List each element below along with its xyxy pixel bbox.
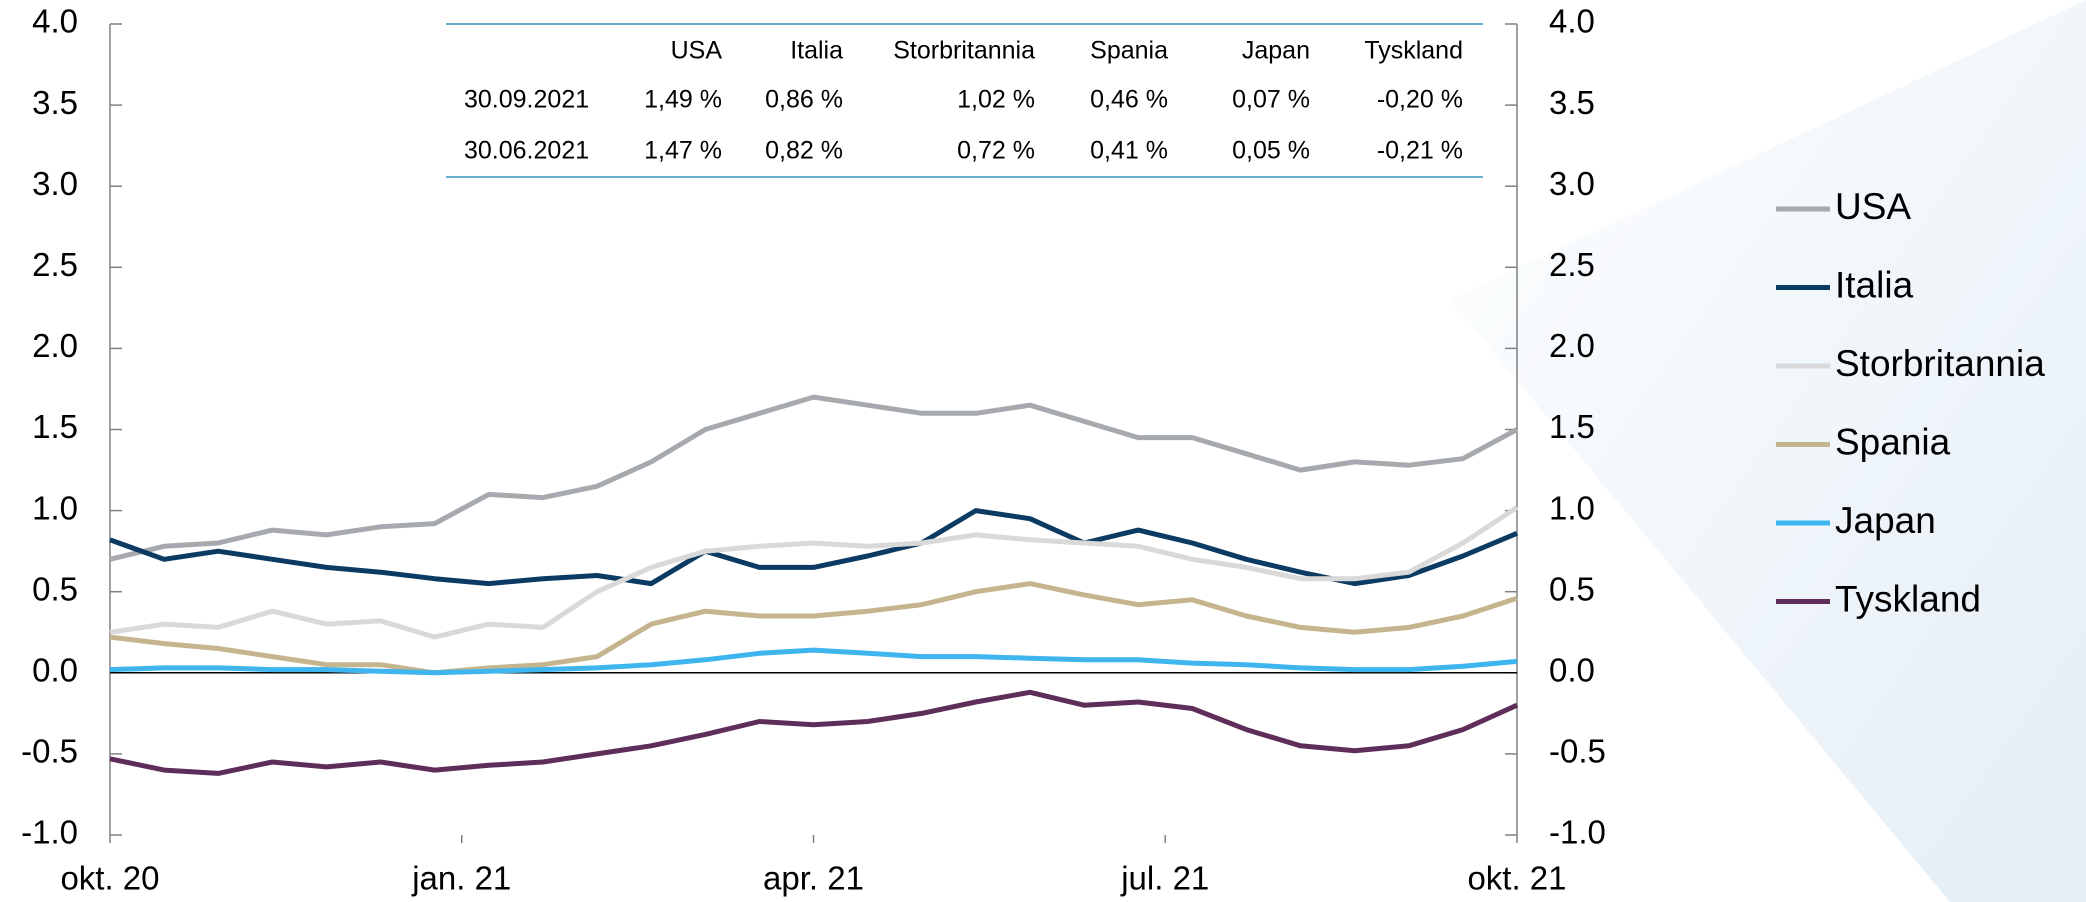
x-tick-label: okt. 21	[1467, 860, 1566, 897]
x-tick-label: apr. 21	[763, 860, 864, 897]
line-1	[109, 508, 1518, 587]
table-header: Spania	[1090, 37, 1168, 65]
table-cell: 1,02 %	[957, 86, 1035, 114]
y2-tick-label: 3.5	[1549, 84, 1595, 121]
table-header: Tyskland	[1364, 37, 1463, 65]
line-5	[109, 689, 1519, 776]
table-cell: 30.06.2021	[464, 137, 589, 165]
y-tick-label: 1.0	[32, 489, 78, 526]
y-tick-label: 3.5	[32, 84, 78, 121]
background-shape	[1450, 0, 2086, 902]
table-cell: 0,41 %	[1090, 137, 1168, 165]
line-2	[109, 505, 1519, 640]
table-header: Storbritannia	[893, 37, 1035, 65]
y-tick-label: 4.0	[32, 3, 78, 40]
y2-tick-label: 1.5	[1549, 408, 1595, 445]
y2-tick-label: -1.0	[1549, 814, 1606, 851]
y2-tick-label: 2.5	[1549, 246, 1595, 283]
y-tick-label: 0.0	[32, 652, 78, 689]
table-cell: 0,72 %	[957, 137, 1035, 165]
x-tick-label: jan. 21	[411, 860, 511, 897]
y2-tick-label: 0.0	[1549, 652, 1595, 689]
legend-label: Tyskland	[1835, 578, 1981, 619]
y2-tick-label: 4.0	[1549, 3, 1595, 40]
table-cell: 0,07 %	[1232, 86, 1310, 114]
y-tick-label: 2.5	[32, 246, 78, 283]
table-header: Japan	[1242, 37, 1310, 65]
y2-tick-label: 1.0	[1549, 489, 1595, 526]
legend-label: Italia	[1835, 264, 1914, 305]
x-tick-label: okt. 20	[60, 860, 159, 897]
y-tick-label: 2.0	[32, 327, 78, 364]
line-0	[109, 394, 1519, 562]
legend-label: Spania	[1835, 421, 1951, 462]
y2-tick-label: 2.0	[1549, 327, 1595, 364]
table-cell: 0,46 %	[1090, 86, 1168, 114]
line-4	[109, 647, 1518, 676]
table-header: USA	[671, 37, 723, 65]
table-cell: 30.09.2021	[464, 86, 589, 114]
table-cell: 1,49 %	[644, 86, 722, 114]
table-cell: 0,05 %	[1232, 137, 1310, 165]
y2-tick-label: 0.5	[1549, 570, 1595, 607]
table-cell: -0,21 %	[1377, 137, 1463, 165]
y-tick-label: -0.5	[21, 733, 78, 770]
table-cell: 0,86 %	[765, 86, 843, 114]
table-cell: 0,82 %	[765, 137, 843, 165]
line-3	[109, 581, 1518, 676]
y-tick-label: -1.0	[21, 814, 78, 851]
legend-label: Japan	[1835, 500, 1936, 541]
table-cell: 1,47 %	[644, 137, 722, 165]
table-cell: -0,20 %	[1377, 86, 1463, 114]
x-tick-label: jul. 21	[1120, 860, 1209, 897]
y-tick-label: 3.0	[32, 165, 78, 202]
legend-label: Storbritannia	[1835, 343, 2045, 384]
y2-tick-label: -0.5	[1549, 733, 1606, 770]
legend-label: USA	[1835, 186, 1911, 227]
y-tick-label: 0.5	[32, 570, 78, 607]
table-header: Italia	[790, 37, 843, 65]
y2-tick-label: 3.0	[1549, 165, 1595, 202]
y-tick-label: 1.5	[32, 408, 78, 445]
